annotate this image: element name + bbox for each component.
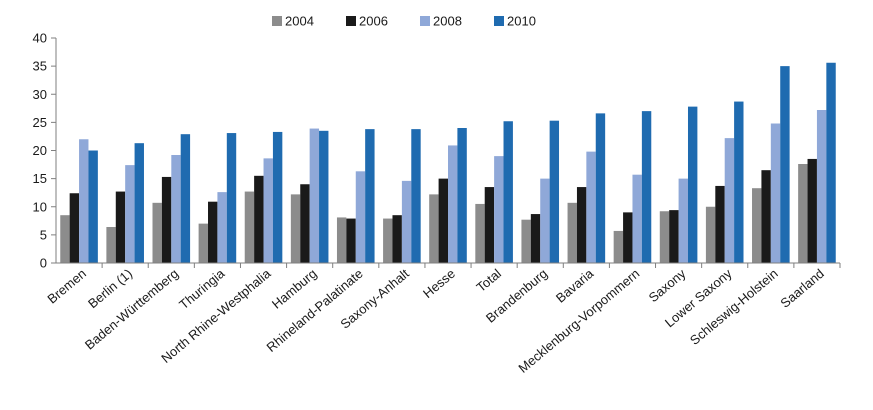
legend-swatch-2006 [346, 16, 356, 26]
bar-2010-2 [180, 134, 191, 263]
y-tick-label: 30 [33, 87, 47, 102]
bar-2008-8 [448, 145, 458, 263]
bars [60, 62, 836, 263]
bar-2010-0 [88, 150, 98, 263]
bar-2004-8 [429, 194, 439, 263]
bar-2008-5 [309, 128, 320, 263]
bar-2008-13 [678, 178, 688, 263]
bar-2006-1 [115, 191, 126, 263]
bar-2004-14 [705, 206, 716, 263]
bar-2006-13 [669, 210, 679, 263]
bar-2006-4 [254, 175, 264, 263]
bar-2006-8 [438, 178, 448, 263]
bar-2004-0 [60, 215, 70, 263]
bar-2006-6 [346, 218, 356, 263]
bar-2010-4 [272, 131, 283, 263]
bar-2010-6 [365, 129, 375, 263]
bar-2004-12 [613, 230, 624, 263]
legend-swatch-2004 [272, 16, 282, 26]
bar-2010-16 [826, 62, 836, 263]
y-tick-label: 40 [33, 31, 47, 46]
legend-label: 2008 [433, 14, 462, 29]
category-label: Bavaria [553, 265, 597, 305]
bar-2006-10 [530, 214, 541, 263]
category-label: Total [473, 266, 504, 295]
bar-2010-11 [595, 113, 606, 263]
y-tick-label: 0 [40, 256, 47, 271]
bar-2008-15 [770, 123, 781, 263]
bar-2006-3 [208, 201, 218, 263]
legend: 2004 2006 2008 2010 [272, 14, 536, 29]
bar-2006-12 [623, 212, 633, 263]
bar-2008-2 [171, 155, 181, 263]
bar-2004-11 [567, 202, 577, 263]
y-tick-label: 20 [33, 143, 47, 158]
bar-2008-4 [263, 158, 273, 263]
legend-label: 2004 [285, 14, 314, 29]
bar-2004-2 [152, 202, 162, 263]
bar-2004-6 [336, 217, 347, 263]
y-tick-label: 5 [40, 227, 47, 242]
y-tick-label: 25 [33, 115, 47, 130]
bar-2010-12 [641, 111, 652, 263]
bar-2008-12 [632, 174, 642, 263]
bar-2004-15 [752, 188, 762, 263]
bar-2010-3 [226, 133, 237, 263]
bar-2006-7 [392, 215, 402, 263]
bar-2004-10 [521, 219, 531, 263]
legend-label: 2006 [359, 14, 388, 29]
bar-2004-13 [659, 211, 670, 263]
bar-2008-14 [724, 138, 735, 263]
bar-2006-16 [807, 158, 817, 263]
bar-2010-8 [457, 128, 467, 263]
bar-2004-16 [798, 164, 808, 263]
bar-2010-14 [734, 101, 744, 263]
bar-2008-11 [586, 151, 596, 263]
bar-2008-0 [79, 139, 89, 263]
y-tick-label: 15 [33, 171, 47, 186]
category-label: Schleswig-Holstein [687, 266, 781, 348]
bar-2004-3 [198, 223, 209, 263]
bar-2008-1 [125, 165, 135, 263]
bar-2006-9 [484, 187, 495, 263]
bar-2006-0 [69, 193, 80, 263]
bar-2008-10 [540, 178, 550, 263]
category-label: Bremen [44, 266, 89, 307]
bar-2004-7 [383, 218, 393, 263]
legend-swatch-2008 [420, 16, 430, 26]
category-label: Hesse [420, 266, 458, 301]
legend-swatch-2010 [494, 16, 504, 26]
category-label: Saxony [646, 265, 689, 305]
y-axis: 0 5 10 15 20 25 30 35 40 [33, 31, 57, 271]
bar-2006-11 [576, 187, 587, 263]
y-tick-label: 10 [33, 199, 47, 214]
bar-2010-7 [411, 129, 421, 263]
bar-2008-7 [401, 180, 412, 263]
y-tick-label: 35 [33, 59, 47, 74]
bar-2010-10 [549, 120, 560, 263]
bar-2006-5 [300, 184, 310, 263]
bar-2008-9 [494, 156, 504, 263]
bar-2010-1 [134, 143, 144, 263]
bar-2006-15 [761, 170, 771, 263]
bar-2008-6 [355, 171, 366, 263]
category-label: Saarland [777, 266, 827, 311]
legend-label: 2010 [507, 14, 536, 29]
bar-2010-5 [319, 130, 329, 263]
bar-2004-1 [106, 227, 116, 263]
bar-2006-2 [161, 176, 172, 263]
bar-2010-15 [780, 66, 790, 263]
bar-2010-9 [503, 121, 513, 263]
bar-2008-3 [217, 192, 227, 263]
bar-2004-9 [475, 203, 485, 263]
bar-2006-14 [715, 185, 725, 263]
bar-2008-16 [816, 110, 827, 263]
bar-2004-5 [290, 194, 301, 263]
bar-2010-13 [687, 106, 698, 263]
bar-2004-4 [244, 191, 255, 263]
